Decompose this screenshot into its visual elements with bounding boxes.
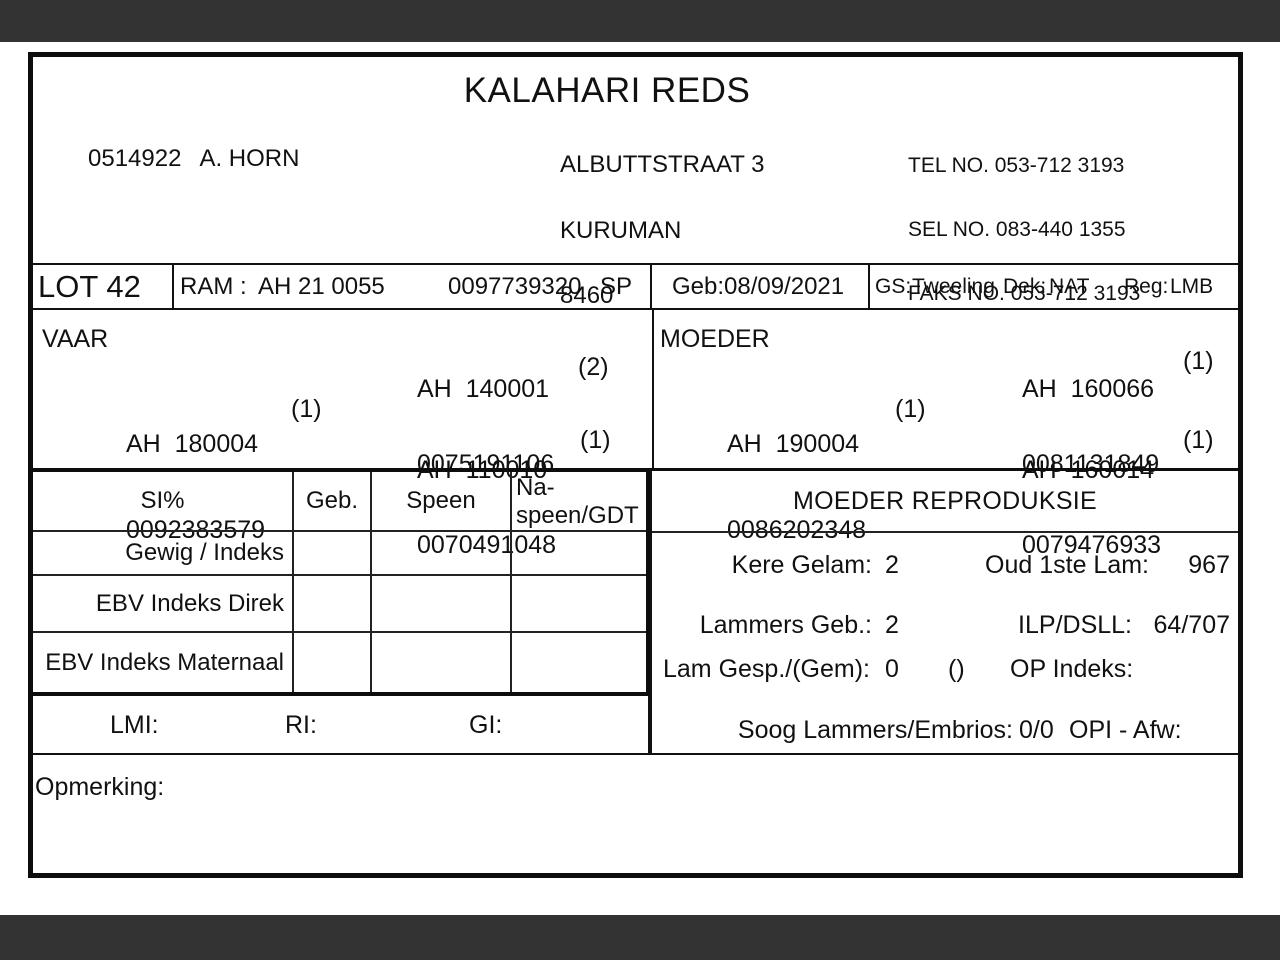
gi-label: GI: xyxy=(469,711,503,739)
mating-type-value: NAT xyxy=(1049,274,1090,298)
col-header-geb: Geb. xyxy=(294,472,372,532)
table-cell xyxy=(294,633,372,692)
progeny-count: (2) xyxy=(578,353,609,381)
dam-reg: 0086202348 xyxy=(727,516,867,544)
soog-lammers-label: Soog Lammers/Embrios: xyxy=(737,716,1013,744)
ilp-dsll-label: ILP/DSLL: xyxy=(1018,611,1132,639)
mating-type-label: Dek: xyxy=(1003,274,1047,298)
address-line: ALBUTTSTRAAT 3 xyxy=(560,151,765,178)
table-cell xyxy=(372,576,512,633)
pedigree-divider xyxy=(652,310,654,468)
lot-row: LOT 42 RAM : AH 21 0055 0097739320 SP Ge… xyxy=(33,263,1238,310)
address-line: KURUMAN xyxy=(560,216,682,244)
progeny-count: (1) xyxy=(580,426,611,454)
table-cell xyxy=(512,576,646,633)
sire-heading: VAAR xyxy=(42,325,109,353)
dam-reproduction-panel: MOEDER REPRODUKSIE Kere Gelam: 2 Oud 1st… xyxy=(650,468,1238,755)
birth-status-label: GS: xyxy=(875,274,912,298)
table-cell xyxy=(512,633,646,692)
sel-line: SEL NO. 083-440 1355 xyxy=(908,218,1126,241)
birth-status-value: Tweeling xyxy=(912,274,995,298)
ram-id-cell: RAM : AH 21 0055 0097739320 SP xyxy=(174,265,652,308)
progeny-count: (1) xyxy=(1183,347,1214,375)
sire-sire-entry: AH 140001 0075191106 xyxy=(417,327,554,527)
col-header-naspeen: Na-speen/GDT xyxy=(512,472,646,532)
stud-title: KALAHARI REDS xyxy=(463,71,751,110)
birthdate-cell: Geb: 08/09/2021 xyxy=(652,265,870,308)
letterbox-bottom xyxy=(0,915,1280,960)
dam-heading: MOEDER xyxy=(660,325,770,353)
sire-sire-reg: 0075191106 xyxy=(417,450,555,478)
col-header-speen: Speen xyxy=(372,472,512,532)
row-label-gewig: Gewig / Indeks xyxy=(33,532,294,576)
lam-gesp-value: 0 xyxy=(885,655,899,683)
reg-status-value: LMB xyxy=(1170,274,1214,298)
breeder-name: A. HORN xyxy=(199,145,300,172)
address-line: 8460 xyxy=(560,282,614,309)
birthdate-label: Geb: xyxy=(672,272,725,300)
index-summary-row: LMI: RI: GI: xyxy=(33,696,650,755)
progeny-count: (1) xyxy=(895,395,926,423)
dam-sire-name: AH 160066 xyxy=(1022,375,1155,403)
faks-line: FAKS NO. 053-712 3193 xyxy=(908,282,1141,305)
birthdate-value: 08/09/2021 xyxy=(724,272,845,300)
opi-afw-label: OPI - Afw: xyxy=(1069,716,1182,744)
birth-status-cell: GS: Tweeling Dek: NAT Reg: LMB xyxy=(870,265,1238,308)
dam-sire-reg: 0081131849 xyxy=(1022,450,1160,478)
lmi-label: LMI: xyxy=(110,711,159,739)
breeder-line: 0514922 A. HORN xyxy=(48,117,299,201)
reproduction-title: MOEDER REPRODUKSIE xyxy=(652,471,1238,533)
col-header-si: SI% xyxy=(33,472,294,532)
progeny-count: (1) xyxy=(291,395,322,423)
soog-lammers-value: 0/0 xyxy=(1019,716,1054,744)
row-label-ebv-direk: EBV Indeks Direk xyxy=(33,576,294,633)
ram-flag: SP xyxy=(600,272,633,300)
sire-dam-reg: 0070491048 xyxy=(417,531,557,559)
lammers-geb-label: Lammers Geb.: xyxy=(699,611,872,639)
ri-label: RI: xyxy=(285,711,317,739)
oud-1ste-lam-label: Oud 1ste Lam: xyxy=(985,551,1149,579)
remarks-label: Opmerking: xyxy=(35,773,165,801)
ram-name: AH 21 0055 xyxy=(258,272,385,300)
sire-sire-name: AH 140001 xyxy=(417,375,550,403)
table-cell xyxy=(372,633,512,692)
lammers-geb-value: 2 xyxy=(885,611,899,639)
lot-number-cell: LOT 42 xyxy=(33,265,174,308)
table-cell xyxy=(294,532,372,576)
oud-1ste-lam-value: 967 xyxy=(1188,551,1230,579)
dam-sire-entry: AH 160066 0081131849 xyxy=(1022,327,1159,527)
ram-label: RAM : xyxy=(180,272,247,300)
tel-line: TEL NO. 053-712 3193 xyxy=(908,154,1125,177)
row-label-ebv-maternaal: EBV Indeks Maternaal xyxy=(33,633,294,692)
reg-status-label: Reg: xyxy=(1124,274,1169,298)
dam-entry: AH 190004 0086202348 xyxy=(727,382,866,593)
lot-number: LOT 42 xyxy=(38,268,141,304)
dam-dam-reg: 0079476933 xyxy=(1022,531,1162,559)
ram-registration-number: 0097739320 xyxy=(448,272,582,300)
sire-dam-entry: AH 110010 0070491048 xyxy=(417,408,556,608)
contact-block: TEL NO. 053-712 3193 SEL NO. 083-440 135… xyxy=(908,116,1140,344)
lot-card: KALAHARI REDS 0514922 A. HORN ALBUTTSTRAA… xyxy=(28,52,1243,878)
table-cell xyxy=(294,576,372,633)
si-index-table: SI% Geb. Speen Na-speen/GDT Gewig / Inde… xyxy=(33,468,650,696)
breeder-id: 0514922 xyxy=(88,145,182,172)
lam-gesp-gem-value: () xyxy=(948,655,965,683)
sire-name: AH 180004 xyxy=(126,430,259,458)
lam-gesp-label: Lam Gesp./(Gem): xyxy=(663,655,870,683)
kere-gelam-label: Kere Gelam: xyxy=(731,551,872,579)
table-cell xyxy=(512,532,646,576)
kere-gelam-value: 2 xyxy=(885,551,899,579)
op-indeks-label: OP Indeks: xyxy=(1010,655,1134,683)
letterbox-top xyxy=(0,0,1280,42)
table-cell xyxy=(372,532,512,576)
dam-name: AH 190004 xyxy=(727,430,860,458)
progeny-count: (1) xyxy=(1183,426,1214,454)
ilp-dsll-value: 64/707 xyxy=(1153,611,1230,639)
address-block: ALBUTTSTRAAT 3 KURUMAN 8460 xyxy=(560,114,765,347)
